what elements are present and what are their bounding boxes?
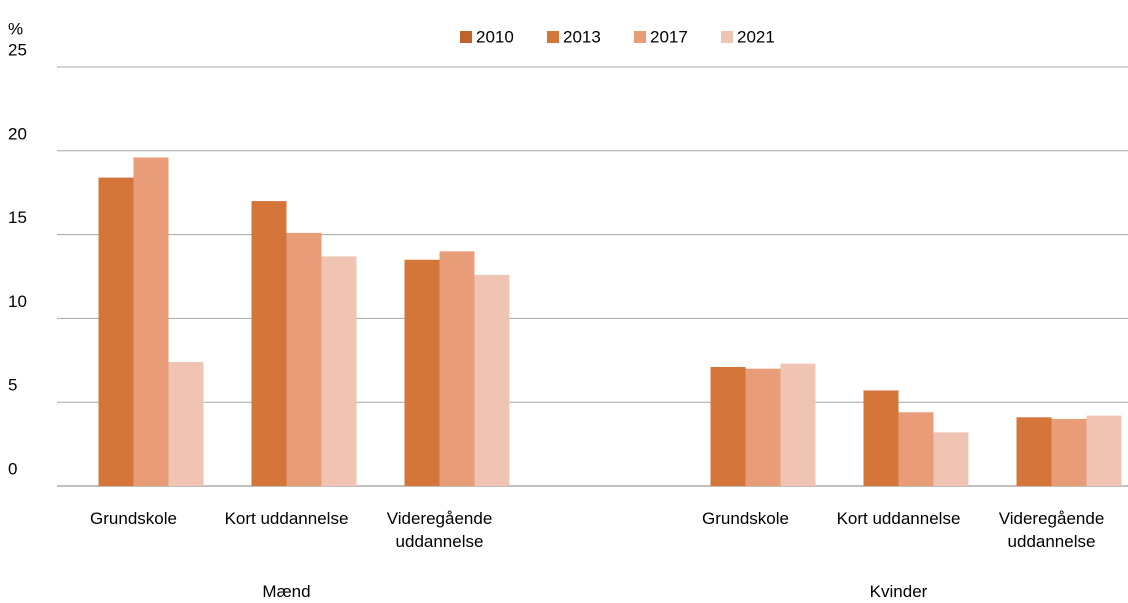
bar	[321, 256, 357, 486]
bar	[898, 412, 934, 486]
bar	[133, 157, 169, 486]
bar	[863, 390, 899, 486]
bar	[439, 251, 475, 486]
x-tick-label: Grundskole	[702, 509, 789, 528]
y-tick-label: 5	[8, 376, 17, 395]
group-label: Mænd	[262, 582, 311, 601]
bar	[168, 361, 204, 486]
bar	[286, 232, 322, 486]
legend-label: 2017	[650, 27, 688, 46]
bar	[404, 259, 440, 486]
group-label: Kvinder	[869, 582, 928, 601]
bar	[1051, 418, 1087, 486]
x-tick-label: Grundskole	[90, 509, 177, 528]
legend-label: 2021	[737, 27, 775, 46]
bar	[933, 432, 969, 486]
x-tick-label: Kort uddannelse	[224, 509, 349, 528]
legend-swatch	[634, 31, 646, 43]
bar	[745, 368, 781, 486]
y-tick-label: 15	[8, 208, 27, 227]
legend-label: 2010	[476, 27, 514, 46]
legend-swatch	[547, 31, 559, 43]
y-tick-label: 0	[8, 459, 17, 478]
x-tick-label: Videregående uddannelse	[998, 509, 1105, 551]
bar	[780, 363, 816, 486]
bar	[474, 274, 510, 486]
bar	[251, 201, 287, 486]
y-tick-label: 25	[8, 40, 27, 59]
y-axis-label: %	[8, 19, 23, 38]
legend-label: 2013	[563, 27, 601, 46]
bar	[710, 367, 746, 486]
y-tick-label: 20	[8, 124, 27, 143]
bar	[1016, 417, 1052, 486]
x-tick-label: Kort uddannelse	[836, 509, 961, 528]
x-tick-label: Videregående uddannelse	[386, 509, 493, 551]
bar	[1086, 415, 1122, 486]
bar	[98, 177, 134, 486]
legend-swatch	[460, 31, 472, 43]
legend-swatch	[721, 31, 733, 43]
y-tick-label: 10	[8, 292, 27, 311]
